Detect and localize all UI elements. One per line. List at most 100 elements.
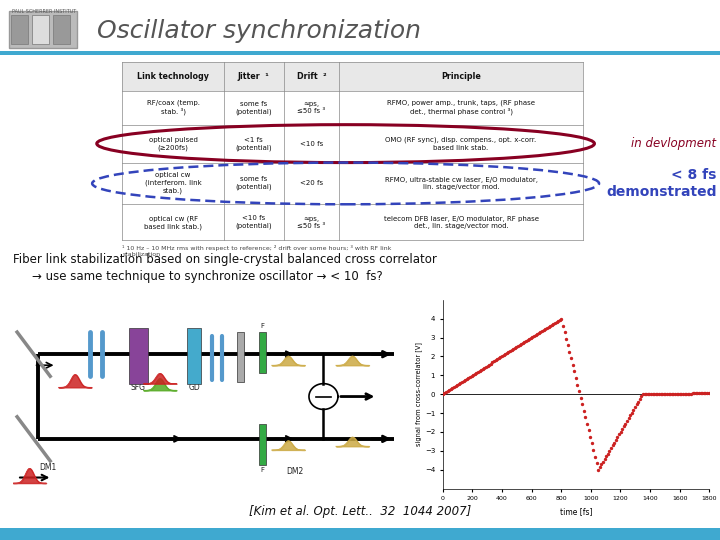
- Point: [690, 389, 701, 398]
- Text: some fs
(potential): some fs (potential): [235, 100, 272, 114]
- Point: [655, 390, 667, 399]
- Point: [624, 411, 636, 420]
- Text: ¹ 10 Hz – 10 MHz rms with respect to reference; ² drift over some hours; ³ with : ¹ 10 Hz – 10 MHz rms with respect to ref…: [122, 245, 392, 257]
- Point: [658, 389, 670, 398]
- Bar: [0, 528, 720, 540]
- Text: RFMO, power amp., trunk, taps, (RF phase
det., thermal phase control ³): RFMO, power amp., trunk, taps, (RF phase…: [387, 100, 535, 116]
- Text: RF/coax (temp.
stab. ³): RF/coax (temp. stab. ³): [147, 100, 199, 116]
- Point: [701, 389, 713, 397]
- Point: [688, 389, 700, 398]
- Point: [671, 389, 683, 398]
- Point: [678, 389, 689, 398]
- Point: [549, 318, 561, 327]
- Point: [685, 389, 697, 398]
- Point: [451, 381, 463, 389]
- Point: [445, 385, 456, 394]
- Point: [581, 420, 593, 428]
- Point: [657, 389, 668, 398]
- Point: [513, 342, 524, 350]
- Point: [575, 393, 586, 402]
- Point: [551, 318, 562, 326]
- Point: [521, 337, 532, 346]
- Bar: [237, 332, 244, 382]
- Point: [600, 452, 612, 461]
- Point: [488, 357, 500, 366]
- Point: [509, 344, 521, 353]
- Point: [464, 373, 476, 381]
- Point: [653, 390, 665, 399]
- Point: [687, 389, 698, 398]
- Text: <10 fs
(potential): <10 fs (potential): [235, 215, 272, 230]
- Point: [602, 449, 613, 458]
- Point: [467, 370, 479, 379]
- Text: F: F: [261, 467, 265, 473]
- Point: [510, 343, 522, 352]
- Point: [606, 444, 617, 453]
- Point: [597, 457, 608, 466]
- Point: [667, 389, 679, 398]
- Point: [539, 325, 551, 333]
- Bar: [122, 62, 583, 91]
- Point: [589, 452, 600, 461]
- Point: [449, 383, 460, 391]
- Point: [661, 389, 672, 398]
- Point: [495, 353, 506, 362]
- Point: [523, 335, 535, 343]
- Point: [496, 352, 508, 361]
- X-axis label: time [fs]: time [fs]: [559, 507, 593, 516]
- Point: [438, 389, 450, 397]
- Point: [578, 407, 590, 415]
- Text: optical cw
(interferom. link
stab.): optical cw (interferom. link stab.): [145, 172, 202, 194]
- Text: GD: GD: [189, 383, 200, 392]
- Point: [541, 323, 553, 332]
- Point: [634, 395, 646, 403]
- Point: [535, 327, 546, 336]
- Bar: [0, 51, 720, 55]
- Point: [577, 400, 588, 408]
- Point: [530, 330, 541, 339]
- Point: [672, 389, 684, 398]
- Point: [546, 320, 557, 329]
- Point: [682, 389, 693, 398]
- Bar: [187, 328, 202, 383]
- Text: Drift  ²: Drift ²: [297, 72, 326, 81]
- Point: [560, 334, 572, 343]
- Point: [684, 389, 696, 398]
- Point: [660, 389, 671, 398]
- Point: [642, 390, 654, 399]
- Point: [547, 319, 559, 328]
- Point: [594, 463, 606, 471]
- Point: [611, 433, 623, 442]
- Point: [503, 348, 514, 356]
- Bar: [53, 15, 70, 44]
- FancyBboxPatch shape: [9, 11, 77, 48]
- Point: [538, 326, 549, 334]
- Point: [544, 321, 556, 330]
- Point: [474, 366, 485, 375]
- Point: [568, 367, 580, 376]
- Point: [567, 361, 578, 369]
- Point: [599, 455, 611, 463]
- Point: [506, 346, 518, 355]
- Point: [585, 433, 596, 441]
- Point: [543, 322, 554, 331]
- Point: [616, 424, 628, 433]
- Point: [518, 338, 530, 346]
- Point: [480, 362, 492, 371]
- Point: [580, 413, 591, 422]
- Point: [463, 374, 474, 382]
- Text: DM2: DM2: [286, 467, 303, 476]
- Point: [572, 380, 583, 389]
- Point: [695, 389, 706, 397]
- Point: [639, 390, 650, 399]
- Point: [484, 360, 495, 369]
- Text: in devlopment: in devlopment: [631, 137, 716, 150]
- Point: [562, 341, 574, 349]
- Point: [500, 350, 511, 359]
- Bar: [11, 15, 28, 44]
- Point: [487, 358, 498, 367]
- Text: Jitter  ¹: Jitter ¹: [238, 72, 269, 81]
- Point: [621, 416, 633, 425]
- Bar: [129, 328, 148, 383]
- Point: [608, 438, 620, 447]
